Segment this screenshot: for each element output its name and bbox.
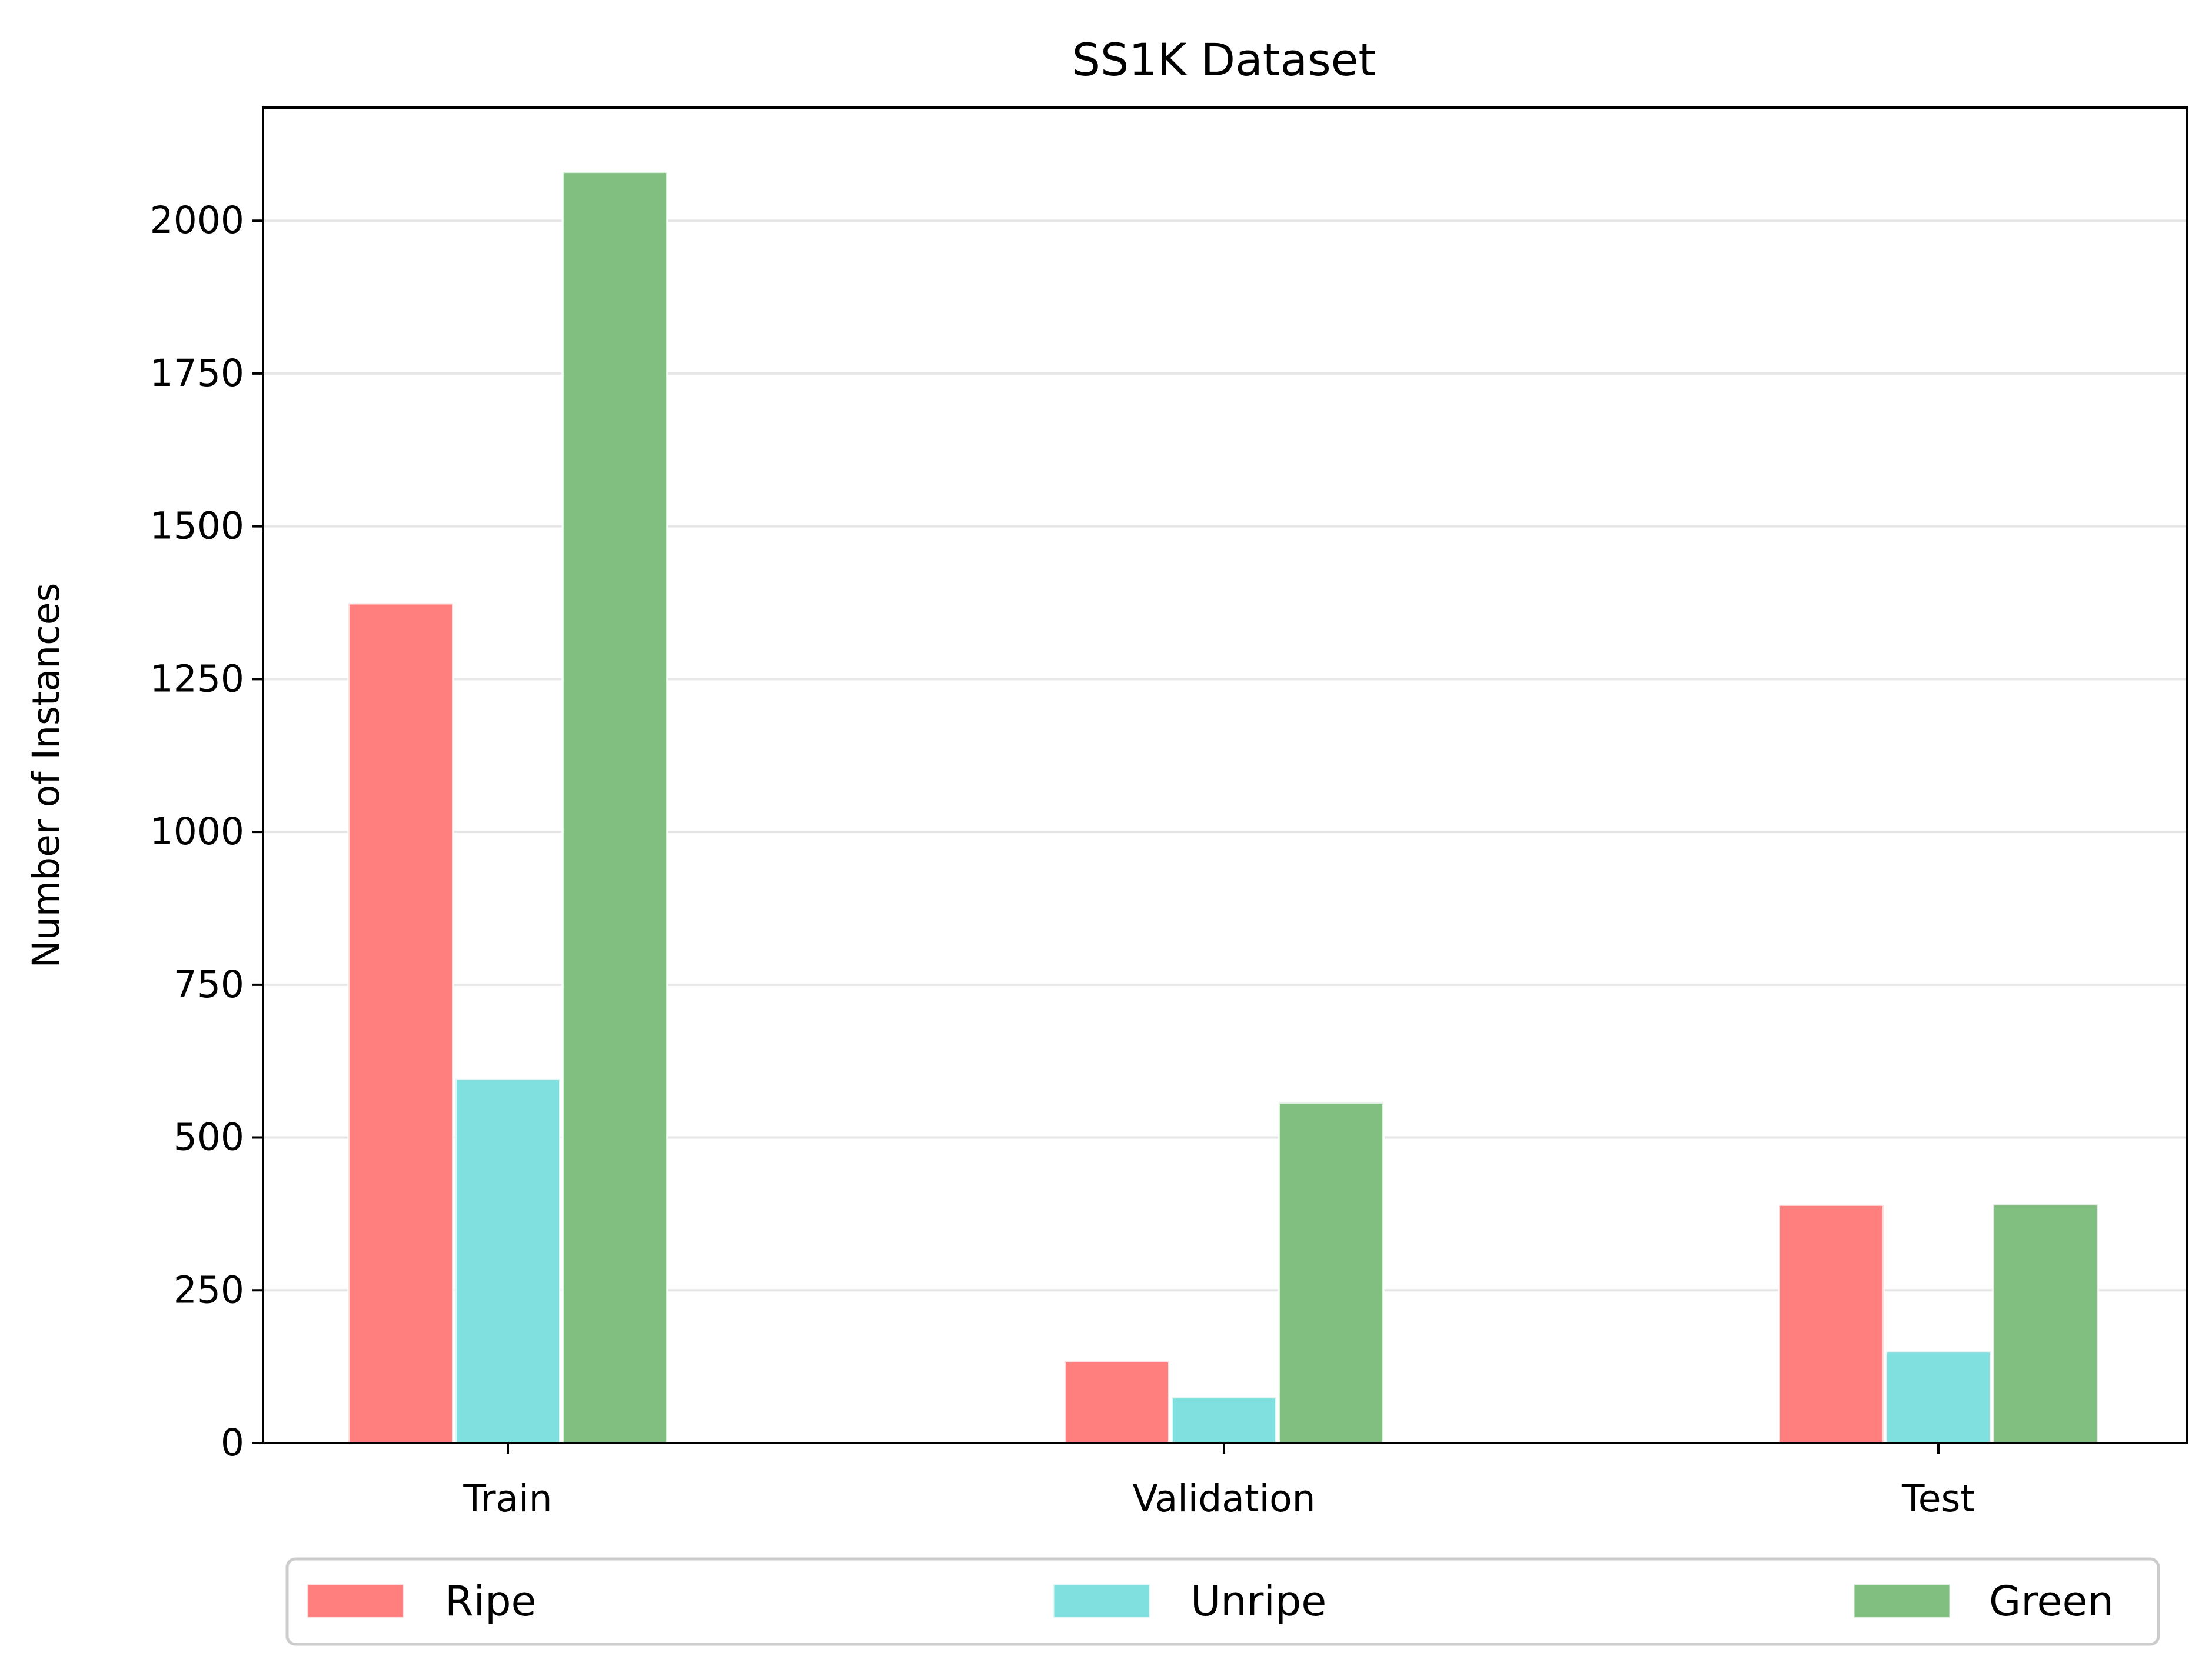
- bar-validation-green: [1278, 1101, 1385, 1444]
- y-tick-label-500: 500: [174, 1116, 244, 1159]
- legend-label-ripe: Ripe: [445, 1577, 537, 1625]
- y-tick-label-0: 0: [221, 1421, 244, 1464]
- bar-validation-ripe: [1063, 1360, 1170, 1444]
- y-tick-label-2000: 2000: [150, 199, 244, 242]
- bar-train-green: [561, 171, 668, 1444]
- bar-validation-unripe: [1170, 1396, 1278, 1444]
- y-tick-label-250: 250: [174, 1268, 244, 1311]
- x-tick-label-validation: Validation: [1132, 1477, 1315, 1520]
- chart-title: SS1K Dataset: [1072, 34, 1376, 86]
- legend-swatch-ripe: [306, 1583, 405, 1619]
- legend-swatch-green: [1852, 1583, 1951, 1619]
- bar-test-ripe: [1778, 1203, 1885, 1444]
- bar-train-ripe: [347, 602, 454, 1444]
- legend: Ripe Unripe Green: [285, 1557, 2160, 1646]
- y-tick-label-1000: 1000: [150, 810, 244, 853]
- bar-test-unripe: [1885, 1350, 1992, 1445]
- legend-swatch-unripe: [1052, 1583, 1151, 1619]
- bar-train-unripe: [454, 1077, 561, 1445]
- bar-test-green: [1992, 1202, 2099, 1444]
- y-tick-label-750: 750: [174, 963, 244, 1006]
- x-tick-label-test: Test: [1901, 1477, 1975, 1520]
- axis-ticks: 0 250 500 750 1000 1250 1500 1750 2000 Train Valid…: [150, 199, 1975, 1520]
- legend-box: [285, 1557, 2160, 1646]
- y-tick-label-1250: 1250: [150, 657, 244, 700]
- y-tick-label-1750: 1750: [150, 352, 244, 395]
- y-axis-label: Number of Instances: [25, 583, 68, 968]
- legend-label-unripe: Unripe: [1190, 1577, 1326, 1625]
- bars: [347, 171, 2099, 1445]
- y-tick-label-1500: 1500: [150, 505, 244, 548]
- legend-label-green: Green: [1989, 1577, 2114, 1625]
- x-tick-label-train: Train: [463, 1477, 552, 1520]
